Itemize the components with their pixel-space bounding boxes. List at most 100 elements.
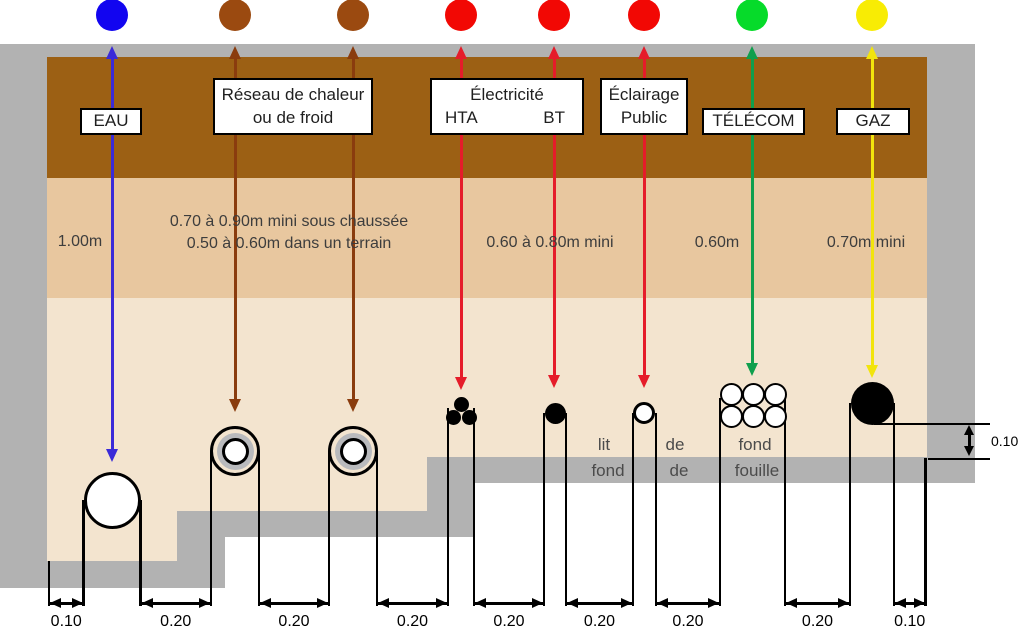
legend-marker-reseau-chaleur-2 <box>337 0 369 31</box>
trench-line-reseau-chaleur-2-right <box>375 451 379 606</box>
utility-arrow-shaft-electricite-bt <box>552 56 556 378</box>
legend-marker-eau <box>96 0 128 31</box>
utility-arrow-down-head-electricite-bt <box>547 375 560 388</box>
side-dim-pipe-line <box>874 423 990 425</box>
pipe-electricite-bt <box>544 402 566 424</box>
trench-line-reseau-chaleur-2-left <box>327 451 331 606</box>
pipe-core-reseau-chaleur-1 <box>221 437 249 465</box>
bottom-dim-label: 0.20 <box>801 613 834 630</box>
excavation-left-wall <box>0 44 47 588</box>
bottom-dim-line-3 <box>378 602 447 605</box>
trench-floor-label: lit <box>597 435 611 454</box>
dimension-edge-line-0 <box>47 561 51 606</box>
label-box-text-eclairage-1: Public <box>620 107 668 127</box>
pipe-gaz <box>850 381 894 425</box>
side-dim-floor-line <box>928 458 990 460</box>
utility-arrow-down-head-gaz <box>865 365 878 378</box>
pipe-duct-telecom-4 <box>741 404 765 428</box>
bottom-dim-left-head-5 <box>567 598 578 608</box>
pipe-eau <box>83 471 141 529</box>
bottom-dim-line-6 <box>657 602 719 605</box>
trench-line-eclairage-public-left <box>631 413 635 606</box>
depth-label: 0.50 à 0.60m dans un terrain <box>186 235 392 252</box>
trench-line-reseau-chaleur-1-right <box>257 451 261 606</box>
label-box-columns-electricite: HTA BT <box>432 107 582 129</box>
trench-line-gaz-right <box>892 403 896 606</box>
legend-marker-electricite-hta <box>445 0 477 31</box>
utility-arrow-up-head-reseau-chaleur-2 <box>346 46 359 59</box>
bottom-dim-right-head-1 <box>199 598 210 608</box>
pipe-eclairage-public <box>633 402 655 424</box>
label-box-text-eclairage-0: Éclairage <box>608 85 680 105</box>
pipe-duct-telecom-1 <box>741 382 765 406</box>
legend-marker-reseau-chaleur-1 <box>219 0 251 31</box>
utility-arrow-down-head-reseau-chaleur-1 <box>228 399 241 412</box>
bottom-dim-label: 0.10 <box>50 613 82 630</box>
trench-line-eau-left <box>82 500 85 606</box>
ground-surface-strip <box>0 44 975 57</box>
soil-layer-light <box>47 298 927 457</box>
legend-marker-gaz <box>856 0 888 31</box>
trench-line-electricite-bt-right <box>564 413 568 606</box>
label-box-text-telecom-0: TÉLÉCOM <box>712 111 795 131</box>
depth-label: 0.70m mini <box>826 234 906 251</box>
bottom-dim-left-head-4 <box>475 598 486 608</box>
utility-arrow-up-head-electricite-bt <box>547 46 560 59</box>
label-box-col-right-electricite: BT <box>543 107 565 127</box>
pipe-duct-telecom-3 <box>719 404 743 428</box>
bottom-dim-label: 0.20 <box>396 613 429 630</box>
trench-floor-level2 <box>177 511 470 537</box>
label-box-text-gaz-0: GAZ <box>855 111 891 131</box>
bottom-dim-line-4 <box>475 602 543 605</box>
trench-floor-label: fouille <box>734 461 780 480</box>
depth-label: 1.00m <box>57 233 103 250</box>
bottom-dim-label: 0.20 <box>583 613 616 630</box>
label-box-eau: EAU <box>80 108 142 135</box>
bottom-dim-line-0 <box>50 602 83 605</box>
bottom-dim-line-2 <box>260 602 328 605</box>
bottom-dim-right-head-7 <box>838 598 849 608</box>
utility-arrow-up-head-electricite-hta <box>454 46 467 59</box>
depth-label: 0.70 à 0.90m mini sous chaussée <box>169 213 409 230</box>
trench-floor-label: fond <box>738 435 772 454</box>
label-box-gaz: GAZ <box>836 108 910 135</box>
side-dim-label: 0.10 <box>991 433 1019 449</box>
pipe-duct-telecom-2 <box>763 382 787 406</box>
label-box-eclairage: Éclairage Public <box>600 78 688 135</box>
label-box-text-electricite-0: Électricité <box>470 85 544 105</box>
label-box-text-reseau-chaleur-1: ou de froid <box>252 107 334 127</box>
bottom-dim-right-head-4 <box>532 598 543 608</box>
bottom-dim-label: 0.20 <box>160 613 192 630</box>
bottom-dim-right-head-6 <box>708 598 719 608</box>
trench-line-eclairage-public-right <box>654 413 658 606</box>
legend-marker-electricite-bt <box>538 0 570 31</box>
label-box-text-reseau-chaleur-0: Réseau de chaleur <box>221 85 365 105</box>
bottom-dim-left-head-7 <box>786 598 797 608</box>
bottom-dim-right-head-2 <box>317 598 328 608</box>
label-box-electricite: Électricité HTA BT <box>430 78 584 135</box>
utility-arrow-shaft-electricite-hta <box>459 56 463 380</box>
legend-marker-eclairage-public <box>628 0 660 31</box>
bottom-dim-right-head-8 <box>913 598 925 608</box>
dimension-edge-line-1 <box>924 458 927 606</box>
utility-arrow-up-head-reseau-chaleur-1 <box>228 46 241 59</box>
side-dim-arrow-shaft <box>968 429 971 452</box>
trench-line-gaz-left <box>848 403 852 606</box>
pipe-dot-electricite-hta-0 <box>453 396 469 412</box>
utility-arrow-shaft-reseau-chaleur-2 <box>351 56 355 402</box>
trench-floor-label: de <box>669 461 689 480</box>
pipe-core-reseau-chaleur-2 <box>339 437 367 465</box>
bottom-dim-line-1 <box>141 602 210 605</box>
bottom-dim-left-head-2 <box>260 598 271 608</box>
utility-arrow-up-head-eclairage-public <box>637 46 650 59</box>
bottom-dim-left-head-1 <box>141 598 153 608</box>
trench-line-telecom-right <box>783 398 787 606</box>
label-box-telecom: TÉLÉCOM <box>702 108 805 135</box>
trench-line-electricite-hta-right <box>472 408 476 606</box>
bottom-dim-right-head-3 <box>436 598 447 608</box>
pipe-duct-telecom-0 <box>719 382 743 406</box>
bottom-dim-label: 0.20 <box>493 613 525 630</box>
trench-line-telecom-left <box>718 398 722 606</box>
utility-arrow-up-head-telecom <box>745 46 758 59</box>
bottom-dim-line-5 <box>567 602 632 605</box>
